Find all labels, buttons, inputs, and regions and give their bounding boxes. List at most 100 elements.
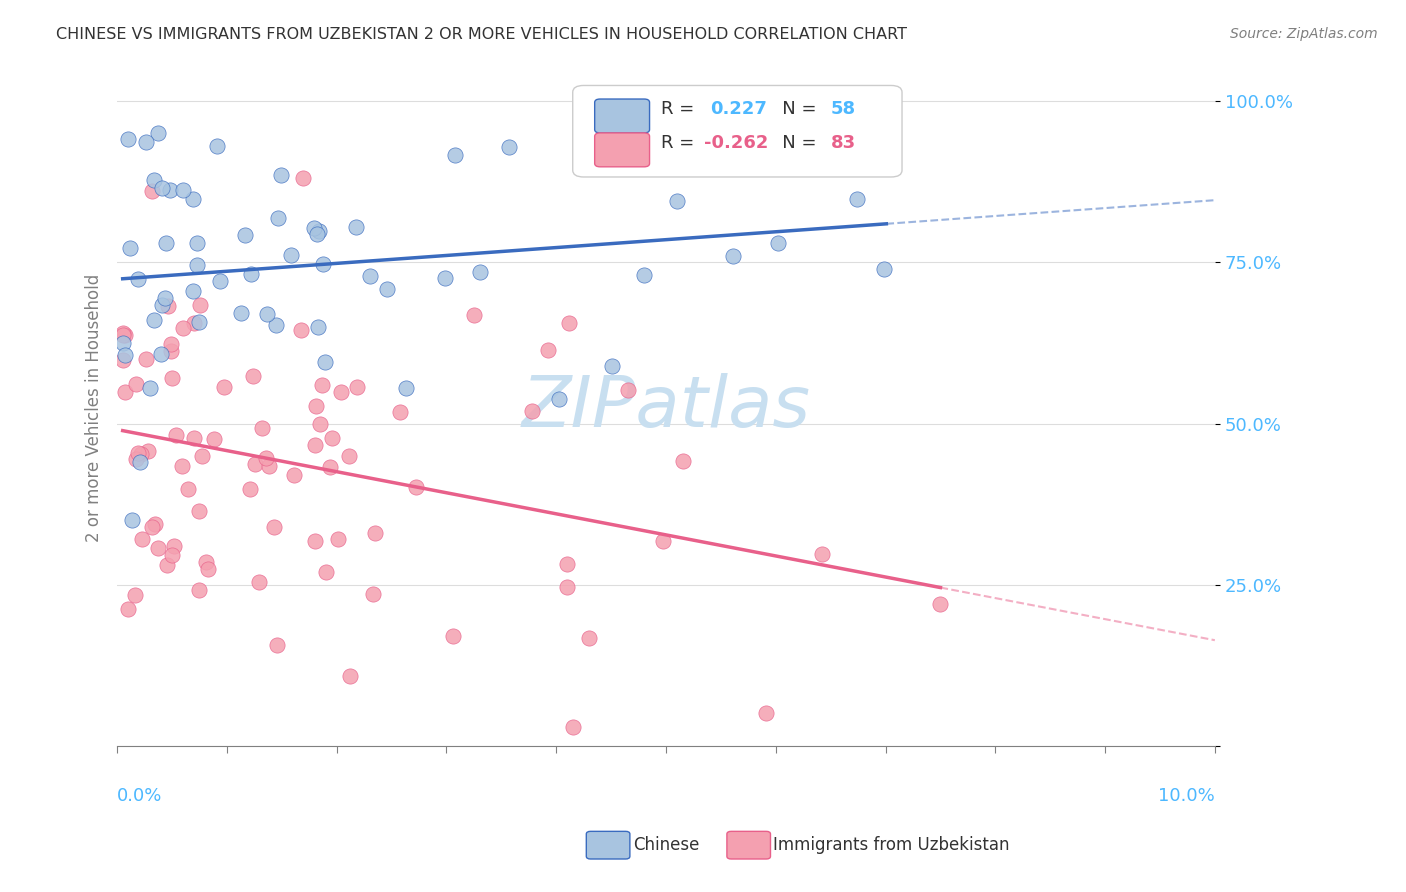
Point [148, 126, 170, 140]
Text: R =: R = [661, 134, 700, 153]
Point [292, 171, 315, 186]
Point [578, 631, 600, 645]
Point [339, 669, 361, 683]
Text: ZIPatlas: ZIPatlas [522, 373, 810, 442]
Point [181, 284, 204, 298]
Point [665, 194, 688, 208]
Point [143, 517, 166, 532]
Point [433, 271, 456, 285]
Point [114, 385, 136, 400]
Point [245, 457, 267, 471]
Point [172, 320, 194, 334]
Point [311, 378, 333, 392]
Point [441, 629, 464, 643]
Point [311, 257, 333, 271]
Point [247, 574, 270, 589]
Point [361, 586, 384, 600]
Point [337, 450, 360, 464]
Point [156, 558, 179, 573]
Point [143, 173, 166, 187]
Point [172, 183, 194, 197]
Point [125, 451, 148, 466]
Point [186, 258, 208, 272]
Point [520, 404, 543, 418]
Point [363, 525, 385, 540]
Point [263, 520, 285, 534]
Point [150, 347, 173, 361]
Point [395, 381, 418, 395]
Point [111, 352, 134, 367]
Point [155, 235, 177, 250]
Point [304, 438, 326, 452]
Point [170, 458, 193, 473]
Point [139, 381, 162, 395]
Point [498, 140, 520, 154]
Point [233, 228, 256, 243]
Point [721, 249, 744, 263]
Point [188, 298, 211, 312]
Point [672, 454, 695, 468]
Point [242, 369, 264, 384]
Point [163, 540, 186, 554]
Point [811, 547, 834, 561]
Point [111, 328, 134, 343]
Point [308, 224, 330, 238]
Point [256, 307, 278, 321]
Text: 10.0%: 10.0% [1159, 787, 1215, 805]
Point [181, 192, 204, 206]
Point [131, 532, 153, 546]
Point [600, 359, 623, 374]
Point [121, 513, 143, 527]
Point [202, 432, 225, 446]
Point [250, 421, 273, 435]
Point [266, 638, 288, 652]
Point [468, 265, 491, 279]
Point [114, 348, 136, 362]
Point [463, 308, 485, 322]
Text: -0.262: -0.262 [704, 134, 769, 153]
Point [307, 320, 329, 334]
Point [146, 541, 169, 555]
Text: Source: ZipAtlas.com: Source: ZipAtlas.com [1230, 27, 1378, 41]
Point [326, 532, 349, 546]
Point [280, 248, 302, 262]
Point [329, 384, 352, 399]
Point [195, 556, 218, 570]
Point [283, 468, 305, 483]
Point [186, 235, 208, 250]
Point [873, 262, 896, 277]
Point [160, 344, 183, 359]
Point [120, 241, 142, 255]
Point [191, 450, 214, 464]
Text: 83: 83 [831, 134, 856, 153]
Point [150, 180, 173, 194]
Text: CHINESE VS IMMIGRANTS FROM UZBEKISTAN 2 OR MORE VEHICLES IN HOUSEHOLD CORRELATIO: CHINESE VS IMMIGRANTS FROM UZBEKISTAN 2 … [56, 27, 907, 42]
Point [547, 392, 569, 406]
Point [159, 336, 181, 351]
Point [141, 184, 163, 198]
Point [127, 271, 149, 285]
Point [165, 428, 187, 442]
Point [183, 316, 205, 330]
Point [290, 323, 312, 337]
Point [562, 720, 585, 734]
Point [117, 602, 139, 616]
Point [346, 380, 368, 394]
Point [125, 376, 148, 391]
FancyBboxPatch shape [595, 99, 650, 133]
Point [267, 211, 290, 225]
Point [153, 291, 176, 305]
Point [537, 343, 560, 358]
Text: N =: N = [765, 134, 823, 153]
Point [212, 380, 235, 394]
Point [443, 148, 465, 162]
Point [875, 141, 897, 155]
Point [188, 315, 211, 329]
Point [188, 504, 211, 518]
Point [405, 480, 427, 494]
Point [239, 268, 262, 282]
Point [617, 383, 640, 397]
Point [846, 192, 869, 206]
Point [304, 399, 326, 413]
Point [359, 268, 381, 283]
